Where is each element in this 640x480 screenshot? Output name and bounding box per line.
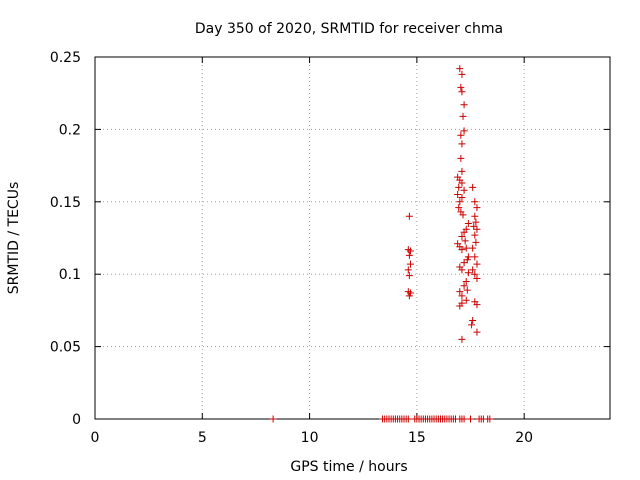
data-point (460, 228, 468, 236)
data-point (460, 415, 468, 423)
x-tick-label: 10 (301, 430, 319, 446)
data-point (406, 247, 414, 255)
data-point (404, 415, 412, 423)
data-point (459, 112, 467, 120)
y-tick-label: 0.05 (50, 340, 81, 356)
data-point (473, 328, 481, 336)
data-point (455, 183, 463, 191)
data-point (406, 260, 414, 268)
data-point (462, 244, 470, 252)
data-point (469, 317, 477, 325)
data-point (456, 65, 464, 73)
data-point (464, 220, 472, 228)
y-tick-labels: 0 0.05 0.1 0.15 0.2 0.25 (50, 50, 81, 428)
data-point (458, 193, 466, 201)
data-point (454, 191, 462, 199)
data-point (473, 275, 481, 283)
data-point (471, 212, 479, 220)
data-point (458, 70, 466, 78)
data-point (458, 246, 466, 254)
data-point (457, 83, 465, 91)
data-point (458, 266, 466, 274)
data-point (457, 131, 465, 139)
data-point (455, 204, 463, 212)
y-tick-label: 0.1 (59, 267, 81, 283)
data-point (473, 301, 481, 309)
data-point (462, 296, 470, 304)
data-point (460, 259, 468, 267)
data-point (470, 222, 478, 230)
data-point (460, 127, 468, 135)
data-point (406, 289, 414, 297)
data-point (460, 186, 468, 194)
data-point (471, 253, 479, 261)
data-point (456, 288, 464, 296)
data-point (472, 218, 480, 226)
data-point (469, 244, 477, 252)
x-tick-labels: 0 5 10 15 20 (91, 430, 534, 446)
data-point (468, 321, 476, 329)
x-tick-label: 5 (198, 430, 207, 446)
y-tick-label: 0.2 (59, 122, 81, 138)
data-point (473, 260, 481, 268)
grid-lines (95, 57, 610, 419)
data-series (269, 65, 494, 423)
plot-area (94, 56, 611, 420)
data-point (460, 101, 468, 109)
data-point (405, 251, 413, 259)
data-point (473, 225, 481, 233)
data-point (471, 270, 479, 278)
y-tick-label: 0.15 (50, 195, 81, 211)
y-tick-label: 0 (72, 412, 81, 428)
data-point (473, 204, 481, 212)
y-axis-label: SRMTID / TECUs (6, 182, 22, 295)
data-point (458, 335, 466, 343)
data-point (472, 238, 480, 246)
data-point (467, 415, 475, 423)
x-tick-label: 15 (408, 430, 426, 446)
data-point (463, 286, 471, 294)
data-point (463, 256, 471, 264)
x-tick-label: 20 (515, 430, 533, 446)
data-point (464, 269, 472, 277)
data-point (471, 198, 479, 206)
data-point (405, 272, 413, 280)
x-axis-label: GPS time / hours (290, 459, 407, 475)
chart-title: Day 350 of 2020, SRMTID for receiver chm… (195, 21, 503, 37)
axis-ticks (94, 56, 610, 420)
data-point (457, 154, 465, 162)
data-point (458, 233, 466, 241)
data-point (404, 266, 412, 274)
data-point (469, 266, 477, 274)
data-point (471, 231, 479, 239)
data-point (405, 212, 413, 220)
data-point (464, 253, 472, 261)
data-point (462, 277, 470, 285)
data-point (405, 292, 413, 300)
data-point (458, 292, 466, 300)
data-point (458, 140, 466, 148)
data-point (460, 282, 468, 290)
x-tick-label: 0 (91, 430, 100, 446)
data-point (456, 302, 464, 310)
data-point (461, 237, 469, 245)
data-point (459, 211, 467, 219)
data-point (456, 198, 464, 206)
y-tick-label: 0.25 (50, 50, 81, 66)
data-point (458, 179, 466, 187)
data-point (469, 183, 477, 191)
data-point (486, 415, 494, 423)
data-point (458, 88, 466, 96)
data-point (458, 167, 466, 175)
data-point (269, 415, 277, 423)
